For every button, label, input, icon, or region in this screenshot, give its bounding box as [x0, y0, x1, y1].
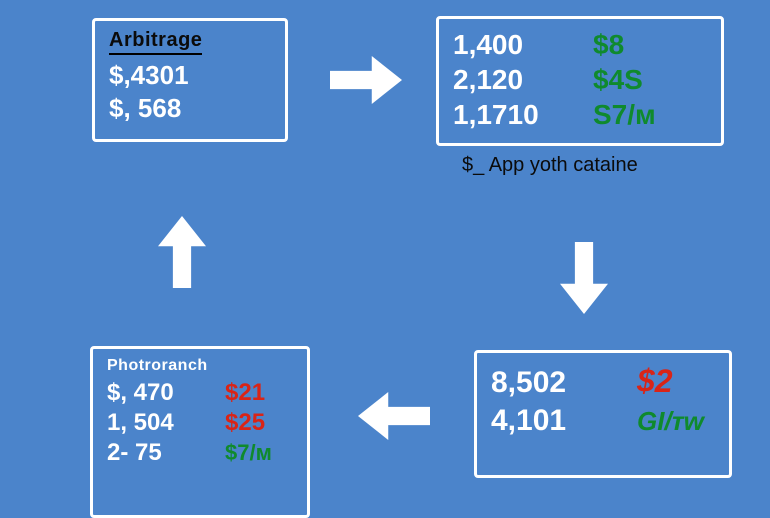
arrow-bl-to-tl [158, 216, 206, 288]
data-row: $, 568 [109, 92, 271, 125]
box-caption: $_ App yoth cataine [462, 154, 638, 177]
data-cell: $,4301 [109, 59, 189, 92]
data-cell: 2- 75 [107, 438, 225, 468]
data-cell: 1,400 [453, 27, 593, 62]
data-cell: $25 [225, 408, 265, 438]
data-row: 4,101GI/ᴛw [491, 402, 715, 440]
data-cell: 1,1710 [453, 97, 593, 132]
arrow-tr-to-br [560, 242, 608, 314]
arrow-tl-to-tr [330, 56, 402, 104]
data-row: 2,120$4S [453, 62, 707, 97]
box-top_right: 1,400$82,120$4S1,1710S7/м [436, 16, 724, 146]
data-cell: $, 568 [109, 92, 181, 125]
data-cell: GI/ᴛw [637, 405, 704, 438]
data-row: $,4301 [109, 59, 271, 92]
data-cell: 2,120 [453, 62, 593, 97]
box-title: Arbitrage [109, 29, 202, 55]
box-bottom_right: 8,502$24,101GI/ᴛw [474, 350, 732, 478]
box-top_left: Arbitrage $,4301$, 568 [92, 18, 288, 142]
data-row: 2- 75$7/м [107, 438, 293, 468]
flow-diagram: Arbitrage $,4301$, 568 1,400$82,120$4S1,17… [0, 0, 770, 518]
data-row: 1,400$8 [453, 27, 707, 62]
data-cell: 4,101 [491, 402, 637, 440]
data-cell: 8,502 [491, 364, 637, 402]
box-bottom_left: Photroranch $, 470$211, 504$252- 75$7/м [90, 346, 310, 518]
data-cell: 1, 504 [107, 408, 225, 438]
data-cell: $4S [593, 62, 643, 97]
data-cell: $7/м [225, 439, 272, 467]
data-cell: S7/м [593, 97, 656, 132]
data-cell: $21 [225, 378, 265, 408]
box-title: Photroranch [107, 357, 208, 376]
data-cell: $2 [637, 361, 673, 401]
data-row: 1, 504$25 [107, 408, 293, 438]
arrow-br-to-bl [358, 392, 430, 440]
data-row: $, 470$21 [107, 378, 293, 408]
data-cell: $, 470 [107, 378, 225, 408]
data-row: 8,502$2 [491, 361, 715, 402]
data-row: 1,1710S7/м [453, 97, 707, 132]
data-cell: $8 [593, 27, 624, 62]
